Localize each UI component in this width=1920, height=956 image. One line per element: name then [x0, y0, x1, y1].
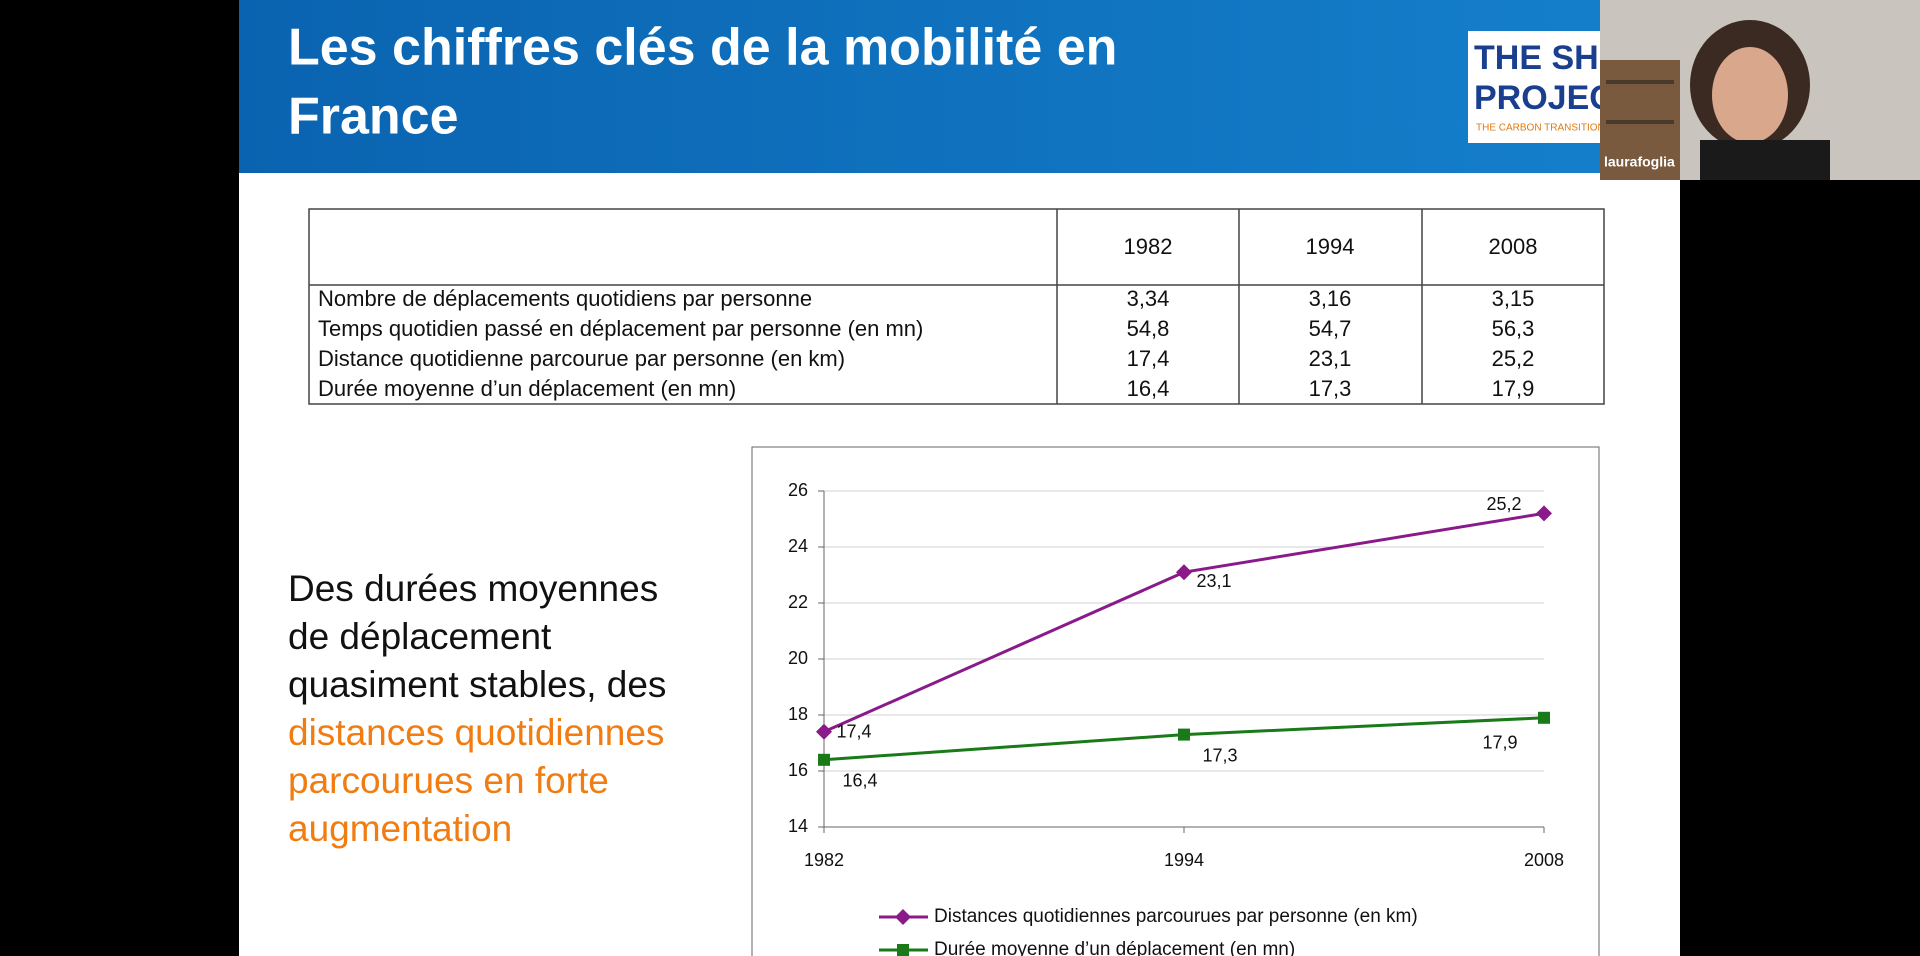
table-cell: 17,9: [1492, 376, 1535, 401]
y-tick-label: 24: [788, 536, 808, 556]
legend-marker: [895, 909, 911, 925]
table-border: [308, 208, 1605, 405]
x-tick-label: 1982: [804, 850, 844, 870]
data-label: 17,9: [1482, 733, 1517, 753]
table-cell: 25,2: [1492, 346, 1535, 371]
table-row-label: Nombre de déplacements quotidiens par pe…: [318, 286, 812, 311]
marker: [1178, 728, 1190, 741]
marker: [1176, 564, 1192, 581]
data-label: 16,4: [842, 771, 877, 791]
marker: [1536, 505, 1552, 522]
y-tick-label: 18: [788, 704, 808, 724]
table-cell: 56,3: [1492, 316, 1535, 341]
y-tick-label: 22: [788, 592, 808, 612]
data-label: 17,4: [836, 722, 871, 742]
table-cell: 3,34: [1127, 286, 1170, 311]
table-cell: 16,4: [1127, 376, 1170, 401]
table-row-label: Durée moyenne d’un déplacement (en mn): [318, 376, 736, 401]
slide-text: Des durées moyennes: [288, 568, 658, 609]
shelf: [1606, 80, 1674, 84]
legend-label: Distances quotidiennes parcourues par pe…: [934, 906, 1418, 927]
y-tick-label: 20: [788, 648, 808, 668]
legend-marker: [897, 944, 909, 956]
legend-label: Durée moyenne d’un déplacement (en mn): [934, 939, 1295, 956]
slide-text: quasiment stables, des: [288, 664, 666, 705]
table-header: 1982: [1124, 234, 1173, 259]
table-row-label: Distance quotidienne parcourue par perso…: [318, 346, 845, 371]
face: [1712, 47, 1788, 143]
table-cell: 54,7: [1309, 316, 1352, 341]
slide-header: [239, 0, 1680, 173]
x-tick-label: 2008: [1524, 850, 1564, 870]
slide-text: de déplacement: [288, 616, 552, 657]
y-tick-label: 26: [788, 480, 808, 500]
table-cell: 54,8: [1127, 316, 1170, 341]
slide-text: distances quotidiennes: [288, 712, 664, 753]
table-header: 1994: [1306, 234, 1355, 259]
shirt: [1700, 140, 1830, 180]
logo-subtext: THE CARBON TRANSITION THINK TANK: [1476, 123, 1666, 134]
marker: [816, 723, 832, 740]
data-label: 17,3: [1202, 745, 1237, 765]
slide-text: augmentation: [288, 808, 512, 849]
table-cell: 23,1: [1309, 346, 1352, 371]
y-tick-label: 14: [788, 816, 808, 836]
webcam: laurafoglia: [1600, 0, 1920, 180]
data-label: 23,1: [1196, 571, 1231, 591]
slide-title: France: [288, 88, 459, 146]
marker: [1538, 711, 1550, 724]
table: [308, 208, 1605, 405]
table-cell: 17,4: [1127, 346, 1170, 371]
table-cell: 3,16: [1309, 286, 1352, 311]
slide-text: parcourues en forte: [288, 760, 609, 801]
marker: [818, 753, 830, 766]
table-row-label: Temps quotidien passé en déplacement par…: [318, 316, 923, 341]
x-tick-label: 1994: [1164, 850, 1204, 870]
data-label: 25,2: [1486, 494, 1521, 514]
table-header: 2008: [1489, 234, 1538, 259]
chart-frame: [751, 446, 1600, 956]
table-cell: 17,3: [1309, 376, 1352, 401]
slide-title: Les chiffres clés de la mobilité en: [288, 19, 1117, 77]
chart: [751, 446, 1600, 956]
shelf: [1606, 120, 1674, 124]
table-cell: 3,15: [1492, 286, 1535, 311]
participant-name: laurafoglia: [1604, 154, 1675, 170]
y-tick-label: 16: [788, 760, 808, 780]
